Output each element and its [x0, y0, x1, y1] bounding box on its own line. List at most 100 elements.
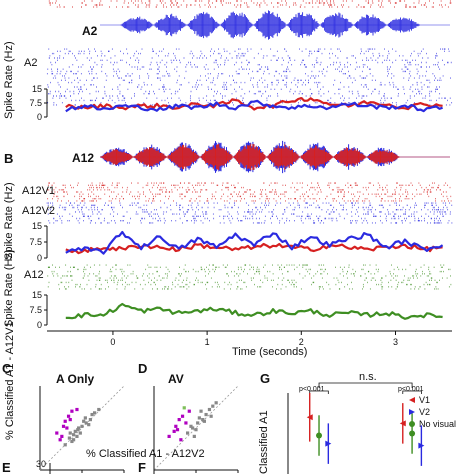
- g-p2-label: p<0.001: [398, 386, 424, 393]
- scatter-point-magenta: [66, 414, 71, 418]
- g-legend-label: V1: [419, 395, 430, 405]
- scatter-point-magenta: [60, 434, 64, 438]
- raster-a2-label: A2: [24, 57, 37, 69]
- scatter-point-lightgreen: [182, 406, 186, 410]
- scatter-point-magenta: [177, 418, 181, 422]
- scatter-point-magenta: [184, 421, 188, 425]
- g-ns-label: n.s.: [359, 371, 377, 383]
- raster-a12-label: A12: [24, 269, 44, 281]
- raster-spikes-top: [48, 0, 452, 8]
- raster-spikes-a12: [47, 264, 452, 290]
- rate-y-tick-label: 0: [37, 112, 42, 122]
- spike-rate-a2: 0 7.5 15 Spike Rate (Hz): [3, 41, 443, 122]
- g-marker-v2: [325, 440, 332, 447]
- time-x-tick-label: 2: [299, 337, 304, 347]
- g-legend-marker-v2: [409, 409, 415, 415]
- rate-y-tick-label: 7.5: [29, 237, 42, 247]
- cd-ylabel: % Classified A1 - A12V1: [4, 321, 16, 440]
- scatter-point-gray: [194, 428, 198, 432]
- raster-a12v2: [46, 202, 453, 224]
- raster-spikes-a12v1: [47, 182, 452, 202]
- g-marker-v2: [418, 442, 425, 449]
- scatter-point-gray: [199, 409, 203, 413]
- scatter-a-only: 50100: [39, 385, 125, 473]
- g-legend-marker-v1: [409, 397, 415, 403]
- scatter-point-gray: [207, 407, 212, 412]
- time-x-tick-label: 0: [110, 337, 115, 347]
- scatter-point-gray: [189, 424, 193, 428]
- stim-a2-label: A2: [82, 24, 98, 38]
- scatter-point-gray: [68, 431, 72, 435]
- scatter-point-gray: [191, 426, 195, 430]
- rate-y-tick-label: 15: [32, 290, 42, 300]
- scatter-point-magenta: [61, 424, 66, 428]
- g-ylabel: Classified A1: [258, 410, 270, 474]
- scatter-point-magenta: [187, 409, 191, 413]
- scatter-point-gray: [80, 424, 84, 428]
- scatter-point-magenta: [65, 426, 69, 430]
- top-raster-strip: [48, 0, 452, 8]
- g-bracket-ns: [318, 382, 413, 388]
- scatter-point-gray: [93, 411, 97, 415]
- rate-y-tick-label: 7.5: [29, 98, 42, 108]
- panel-e-label: E: [2, 460, 11, 474]
- g-bracket-2: [402, 390, 422, 394]
- scatter-point-gray: [211, 404, 215, 408]
- scatter-point-gray: [197, 416, 201, 420]
- g-marker-novisual: [316, 432, 323, 439]
- raster-spikes-a2: [46, 48, 453, 106]
- scatter-point-gray: [76, 428, 80, 432]
- raster-a12v1-label: A12V1: [22, 185, 55, 197]
- time-x-tick-label: 1: [205, 337, 210, 347]
- scatter-point-magenta: [167, 434, 171, 438]
- rate-series-red: [65, 242, 443, 255]
- scatter-point-magenta: [175, 428, 180, 432]
- rate-ylabel: Spike Rate (Hz): [3, 41, 15, 119]
- scatter-point-gray: [67, 436, 71, 440]
- g-marker-v1: [306, 414, 313, 421]
- scatter-point-gray: [78, 431, 82, 435]
- scatter-point-gray: [196, 421, 200, 425]
- scatter-point-gray: [84, 421, 88, 425]
- scatter-av: 50100: [153, 385, 239, 473]
- waveform-a12: [100, 140, 450, 174]
- panel-d-label: D: [138, 361, 147, 376]
- rate-y-tick-label: 7.5: [29, 305, 42, 315]
- stim-a12-label: A12: [72, 151, 94, 165]
- spike-rate-a12: 0 7.5 15 Spike Rate (Hz) 0 1 2 3: [3, 249, 452, 347]
- scatter-point-gray: [88, 418, 92, 422]
- scatter-point-magenta: [174, 424, 178, 428]
- scatter-point-gray: [82, 419, 86, 423]
- scatter-point-magenta: [75, 407, 79, 412]
- raster-a12v1: [47, 182, 452, 202]
- scatter-point-magenta: [180, 414, 185, 418]
- x-axis-title-time: Time (seconds): [232, 346, 307, 358]
- scatter-point-gray: [202, 419, 206, 423]
- rate-ylabel: Spike Rate (Hz): [3, 249, 15, 327]
- raster-a12: [47, 264, 452, 290]
- scatter-point-gray: [73, 429, 77, 433]
- rate-y-tick-label: 15: [32, 221, 42, 231]
- raster-a2: [46, 48, 453, 106]
- scatter-point-gray: [214, 401, 218, 405]
- g-legend-marker-novisual: [409, 421, 415, 427]
- raster-spikes-a12v2: [46, 202, 453, 224]
- panel-d-title: AV: [168, 372, 184, 386]
- scatter-point-magenta: [58, 438, 62, 442]
- panel-b-label: B: [4, 151, 13, 166]
- scatter-point-gray: [97, 407, 101, 412]
- scatter-point-magenta: [55, 431, 59, 435]
- scatter-point-gray: [77, 426, 81, 430]
- rate-series-blue: [65, 230, 444, 255]
- rate-ylabel: Spike Rate (Hz): [3, 182, 15, 260]
- scatter-point-gray: [209, 414, 213, 418]
- scatter-point-gray: [192, 434, 196, 438]
- g-marker-v1: [399, 420, 406, 427]
- scatter-point-magenta: [63, 419, 67, 423]
- panel-g-label: G: [260, 371, 270, 386]
- rate-y-tick-label: 0: [37, 253, 42, 263]
- scatter-point-magenta: [179, 438, 183, 442]
- scatter-point-gray: [204, 412, 208, 417]
- panel-c-label: C: [2, 361, 12, 376]
